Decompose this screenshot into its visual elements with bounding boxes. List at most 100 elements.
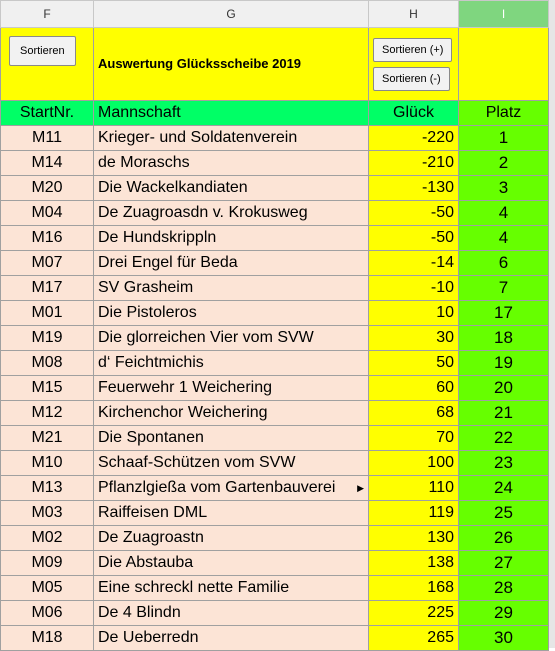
cell-text: M10: [31, 454, 63, 471]
cell-text: M17: [31, 279, 63, 296]
cell: 18: [458, 325, 549, 351]
cell-text: De Hundskrippln: [98, 229, 217, 246]
cell: M10: [0, 450, 94, 476]
cell: M16: [0, 225, 94, 251]
sort-minus-button[interactable]: Sortieren (-): [373, 66, 450, 91]
cell: M04: [0, 200, 94, 226]
cell: 30: [458, 625, 549, 651]
cell: M15: [0, 375, 94, 401]
sheet-title: Auswertung Glücksscheibe 2019: [98, 56, 302, 71]
header-cell: Glück: [368, 100, 459, 126]
column-letter[interactable]: G: [93, 0, 369, 28]
cell: M14: [0, 150, 94, 176]
cell-text: 25: [494, 503, 513, 522]
cell-text: De Ueberredn: [98, 629, 199, 646]
cell-text: 30: [436, 329, 454, 346]
cell-text: Die Pistoleros: [98, 304, 197, 321]
cell: M08: [0, 350, 94, 376]
cell: Kirchenchor Weichering: [93, 400, 369, 426]
data-row: M19 Die glorreichen Vier vom SVW 30 18: [0, 325, 549, 351]
cell-text: M18: [31, 629, 63, 646]
cell: 265: [368, 625, 459, 651]
cell-text: 50: [436, 354, 454, 371]
cell-text: Drei Engel für Beda: [98, 254, 238, 271]
cell: 26: [458, 525, 549, 551]
column-letter[interactable]: H: [368, 0, 459, 28]
cell-text: 27: [494, 553, 513, 572]
cell-text: 28: [494, 578, 513, 597]
cell-text: 1: [498, 128, 509, 147]
cell: 2: [458, 150, 549, 176]
cell-text: 3: [498, 178, 509, 197]
cell: M19: [0, 325, 94, 351]
cell: Auswertung Glücksscheibe 2019: [93, 27, 369, 101]
cell-text: 70: [436, 429, 454, 446]
data-row: M15 Feuerwehr 1 Weichering 60 20: [0, 375, 549, 401]
cell-text: Die Wackelkandiaten: [98, 179, 248, 196]
cell: 27: [458, 550, 549, 576]
cell: M03: [0, 500, 94, 526]
cell-text: M20: [31, 179, 63, 196]
cell: ▶ Pflanzlgießa vom Gartenbauverei: [93, 475, 369, 501]
cell: De 4 Blindn: [93, 600, 369, 626]
cell: Drei Engel für Beda: [93, 250, 369, 276]
cell: d‘ Feichtmichis: [93, 350, 369, 376]
data-row: M10 Schaaf-Schützen vom SVW 100 23: [0, 450, 549, 476]
data-row: M16 De Hundskrippln -50 4: [0, 225, 549, 251]
cell: M07: [0, 250, 94, 276]
cell: 60: [368, 375, 459, 401]
cell-text: 21: [494, 403, 513, 422]
cell-text: M11: [32, 129, 62, 146]
cell: -130: [368, 175, 459, 201]
cell: M01: [0, 300, 94, 326]
cell: 28: [458, 575, 549, 601]
header-row: StartNr. Mannschaft Glück Platz: [0, 100, 549, 126]
cell: -210: [368, 150, 459, 176]
cell: M09: [0, 550, 94, 576]
sort-button[interactable]: Sortieren: [9, 36, 76, 66]
overflow-marker: ▶: [357, 483, 364, 493]
cell: M11: [0, 125, 94, 151]
cell: SV Grasheim: [93, 275, 369, 301]
cell-text: 68: [436, 404, 454, 421]
cell: 29: [458, 600, 549, 626]
header-cell: Mannschaft: [93, 100, 369, 126]
data-row: M03 Raiffeisen DML 119 25: [0, 500, 549, 526]
column-letter[interactable]: F: [0, 0, 94, 28]
cell: 21: [458, 400, 549, 426]
cell-text: M12: [31, 404, 63, 421]
cell: 19: [458, 350, 549, 376]
data-row: M13 ▶ Pflanzlgießa vom Gartenbauverei 110 24: [0, 475, 549, 501]
data-row: M04 De Zuagroasdn v. Krokusweg -50 4: [0, 200, 549, 226]
cell-text: -130: [421, 179, 454, 196]
cell: 130: [368, 525, 459, 551]
cell-text: 10: [436, 304, 454, 321]
data-row: M09 Die Abstauba 138 27: [0, 550, 549, 576]
data-row: M07 Drei Engel für Beda -14 6: [0, 250, 549, 276]
sort-plus-button[interactable]: Sortieren (+): [373, 37, 453, 62]
cell-text: -14: [430, 254, 454, 271]
cell: 22: [458, 425, 549, 451]
cell: 4: [458, 225, 549, 251]
column-letter[interactable]: I: [458, 0, 549, 28]
cell-text: Die Spontanen: [98, 429, 204, 446]
cell-text: 30: [494, 628, 513, 647]
cell-text: 6: [498, 253, 509, 272]
cell: 50: [368, 350, 459, 376]
cell-text: 130: [427, 529, 454, 546]
cell-text: M05: [31, 579, 63, 596]
header-cell: Platz: [458, 100, 549, 126]
cell: M20: [0, 175, 94, 201]
header-cell: StartNr.: [0, 100, 94, 126]
cell-text: 18: [494, 328, 513, 347]
cell: 70: [368, 425, 459, 451]
data-row: M14 de Moraschs -210 2: [0, 150, 549, 176]
cell-text: M01: [31, 304, 63, 321]
cell-text: M03: [31, 504, 63, 521]
cell-text: Krieger- und Soldatenverein: [98, 129, 298, 146]
cell-text: 168: [427, 579, 454, 596]
cell-text: -220: [421, 129, 454, 146]
cell-text: 4: [498, 203, 509, 222]
cell-text: M08: [31, 354, 63, 371]
